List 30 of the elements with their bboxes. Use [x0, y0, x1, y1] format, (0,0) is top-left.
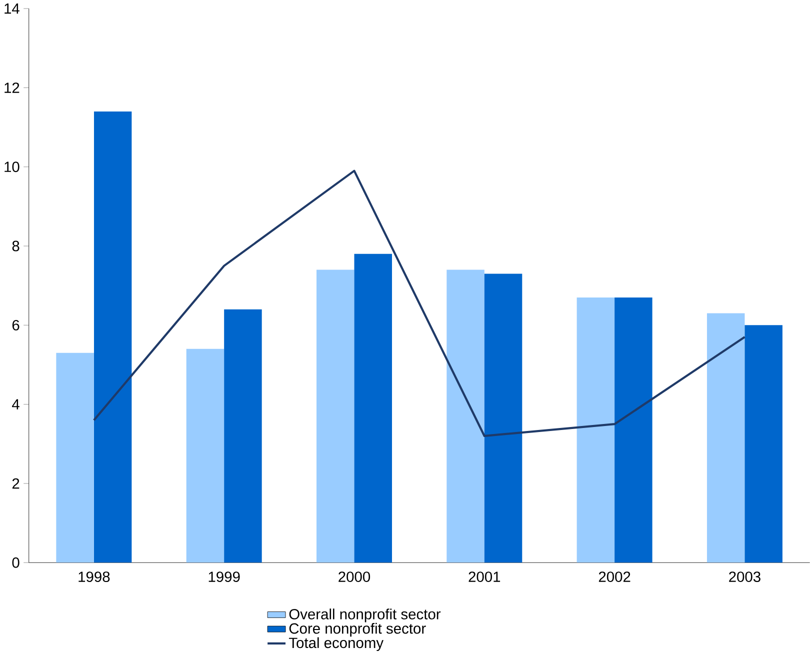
- bar: [56, 353, 94, 563]
- y-tick-label: 8: [12, 240, 20, 252]
- bar: [94, 112, 132, 563]
- y-tick-label: 2: [12, 478, 20, 489]
- legend-label: Core nonprofit sector: [289, 623, 426, 637]
- y-tick-label: 4: [12, 399, 20, 410]
- legend-label: Overall nonprofit sector: [289, 608, 441, 622]
- y-tick-label: 12: [4, 82, 20, 93]
- y-tick-label: 6: [12, 320, 20, 331]
- bar: [354, 254, 392, 563]
- x-tick-label: 1999: [208, 572, 240, 582]
- x-tick-label: 2003: [729, 572, 760, 582]
- bar: [316, 270, 354, 563]
- x-tick-label: 2001: [468, 572, 500, 582]
- x-tick-label: 2000: [338, 572, 370, 582]
- bar: [186, 349, 224, 563]
- x-tick-label: 1998: [78, 572, 110, 582]
- line-series: [92, 170, 746, 438]
- bar: [614, 298, 652, 563]
- y-tick-label: 14: [4, 4, 20, 14]
- bar: [576, 298, 615, 563]
- bar: [744, 325, 782, 563]
- bar: [446, 270, 484, 563]
- bar: [706, 313, 745, 563]
- bar: [484, 274, 522, 563]
- y-tick-label: 0: [12, 558, 20, 568]
- x-tick-label: 2002: [598, 572, 630, 582]
- bar: [224, 309, 262, 563]
- legend-label: Total economy: [288, 637, 384, 652]
- y-tick-label: 10: [4, 162, 20, 172]
